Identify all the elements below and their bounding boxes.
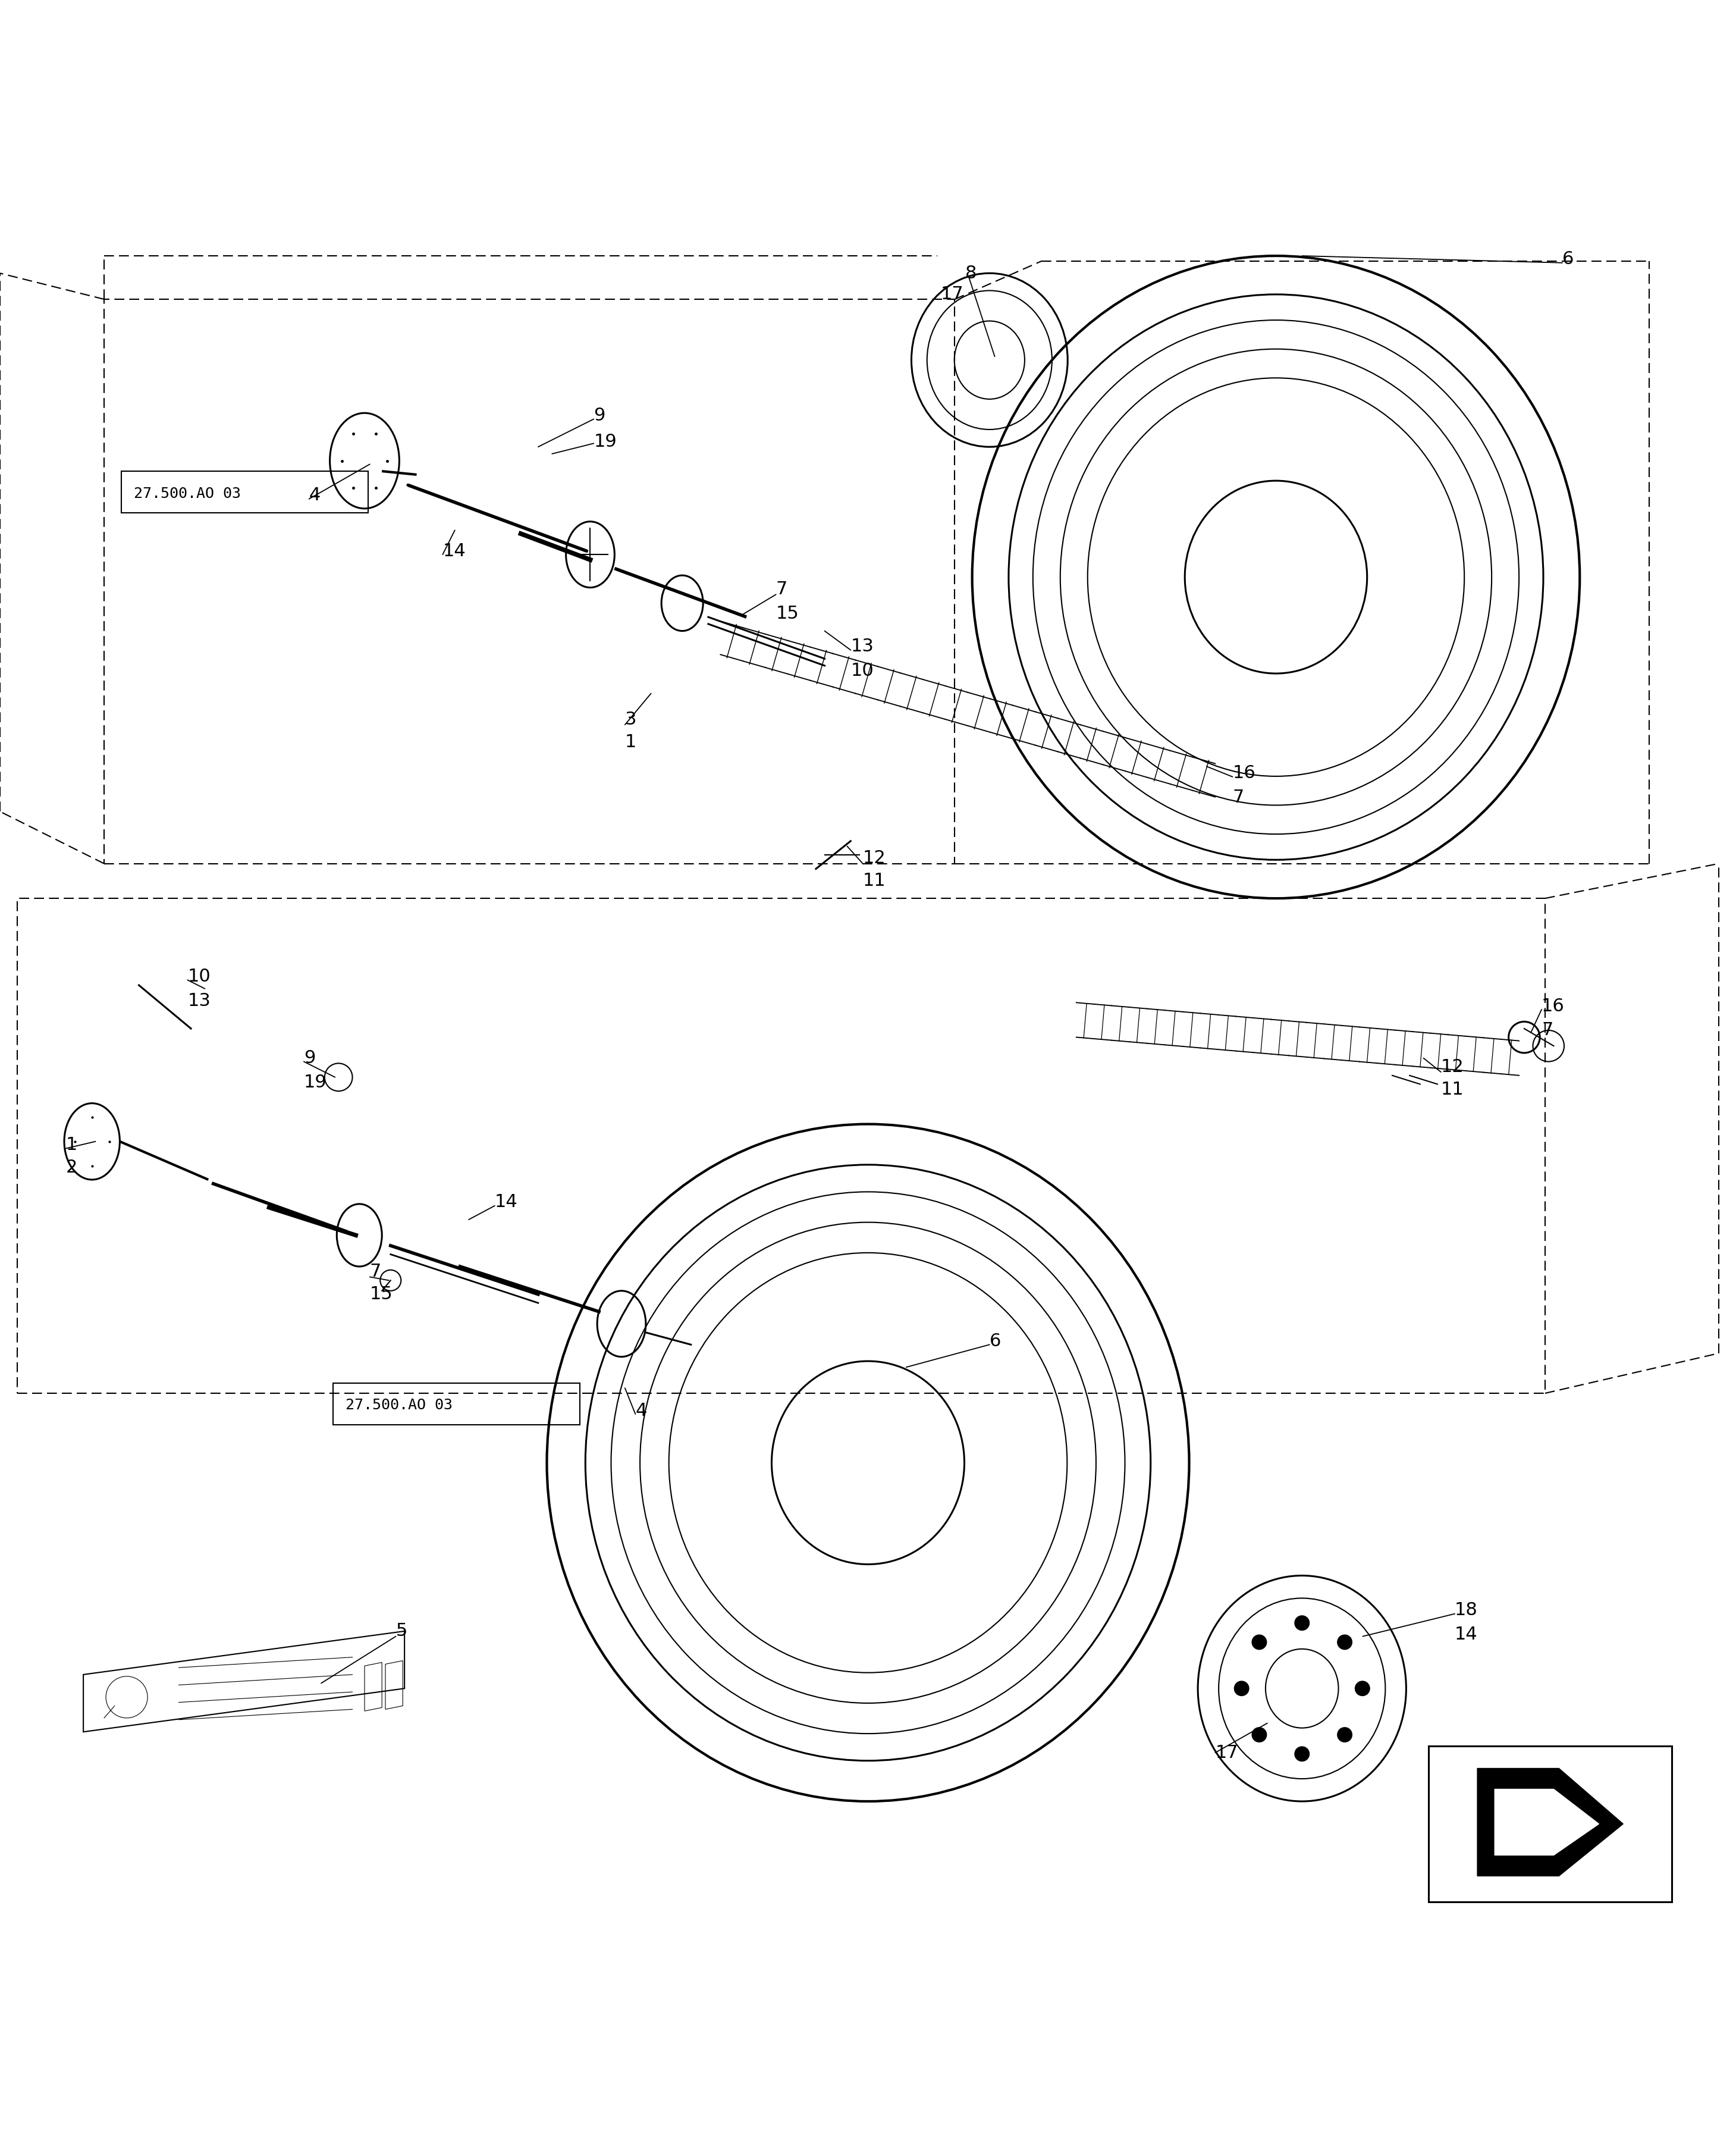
Text: 10: 10 bbox=[851, 662, 873, 680]
Circle shape bbox=[1295, 1747, 1309, 1760]
Text: 17: 17 bbox=[1215, 1743, 1238, 1762]
Text: 13: 13 bbox=[187, 993, 210, 1010]
Text: 9: 9 bbox=[594, 407, 606, 425]
Text: 27.500.AO 03: 27.500.AO 03 bbox=[345, 1398, 453, 1413]
Polygon shape bbox=[1477, 1769, 1623, 1876]
Circle shape bbox=[1337, 1728, 1352, 1743]
Circle shape bbox=[1337, 1636, 1352, 1649]
Text: 12: 12 bbox=[1441, 1059, 1463, 1076]
Text: 27.500.AO 03: 27.500.AO 03 bbox=[134, 487, 241, 502]
Text: 2: 2 bbox=[66, 1160, 78, 1177]
Bar bbox=[1429, 1745, 1672, 1902]
Text: 3: 3 bbox=[625, 712, 637, 729]
Text: 5: 5 bbox=[396, 1623, 408, 1640]
Text: 6: 6 bbox=[1562, 251, 1575, 268]
Text: 15: 15 bbox=[370, 1286, 392, 1304]
Text: 9: 9 bbox=[304, 1048, 316, 1068]
Text: 16: 16 bbox=[1542, 997, 1564, 1014]
Circle shape bbox=[1356, 1681, 1370, 1696]
Text: 14: 14 bbox=[495, 1194, 517, 1211]
Text: 7: 7 bbox=[370, 1263, 382, 1280]
Circle shape bbox=[1234, 1681, 1248, 1696]
Text: 11: 11 bbox=[1441, 1081, 1463, 1098]
Text: 14: 14 bbox=[1455, 1625, 1477, 1642]
Text: 13: 13 bbox=[851, 639, 873, 656]
Text: 4: 4 bbox=[309, 487, 321, 504]
Polygon shape bbox=[1495, 1790, 1599, 1855]
Text: 10: 10 bbox=[187, 967, 210, 984]
Text: 8: 8 bbox=[965, 264, 977, 281]
Text: 11: 11 bbox=[863, 873, 885, 890]
Circle shape bbox=[1295, 1617, 1309, 1629]
Text: 18: 18 bbox=[1455, 1602, 1477, 1619]
Text: 17: 17 bbox=[941, 285, 963, 302]
Text: 19: 19 bbox=[304, 1074, 326, 1091]
Text: 14: 14 bbox=[443, 542, 465, 560]
Text: 16: 16 bbox=[1233, 765, 1255, 783]
Text: 15: 15 bbox=[776, 605, 799, 622]
Text: 7: 7 bbox=[1233, 789, 1245, 806]
Text: 1: 1 bbox=[66, 1136, 78, 1153]
Text: 1: 1 bbox=[625, 733, 637, 750]
Text: 19: 19 bbox=[594, 433, 616, 450]
Circle shape bbox=[1252, 1728, 1267, 1743]
Text: 6: 6 bbox=[990, 1334, 1002, 1351]
Text: 12: 12 bbox=[863, 849, 885, 866]
Text: 4: 4 bbox=[635, 1402, 648, 1419]
Text: 7: 7 bbox=[1542, 1023, 1554, 1040]
Circle shape bbox=[1252, 1636, 1267, 1649]
Text: 7: 7 bbox=[776, 581, 788, 598]
